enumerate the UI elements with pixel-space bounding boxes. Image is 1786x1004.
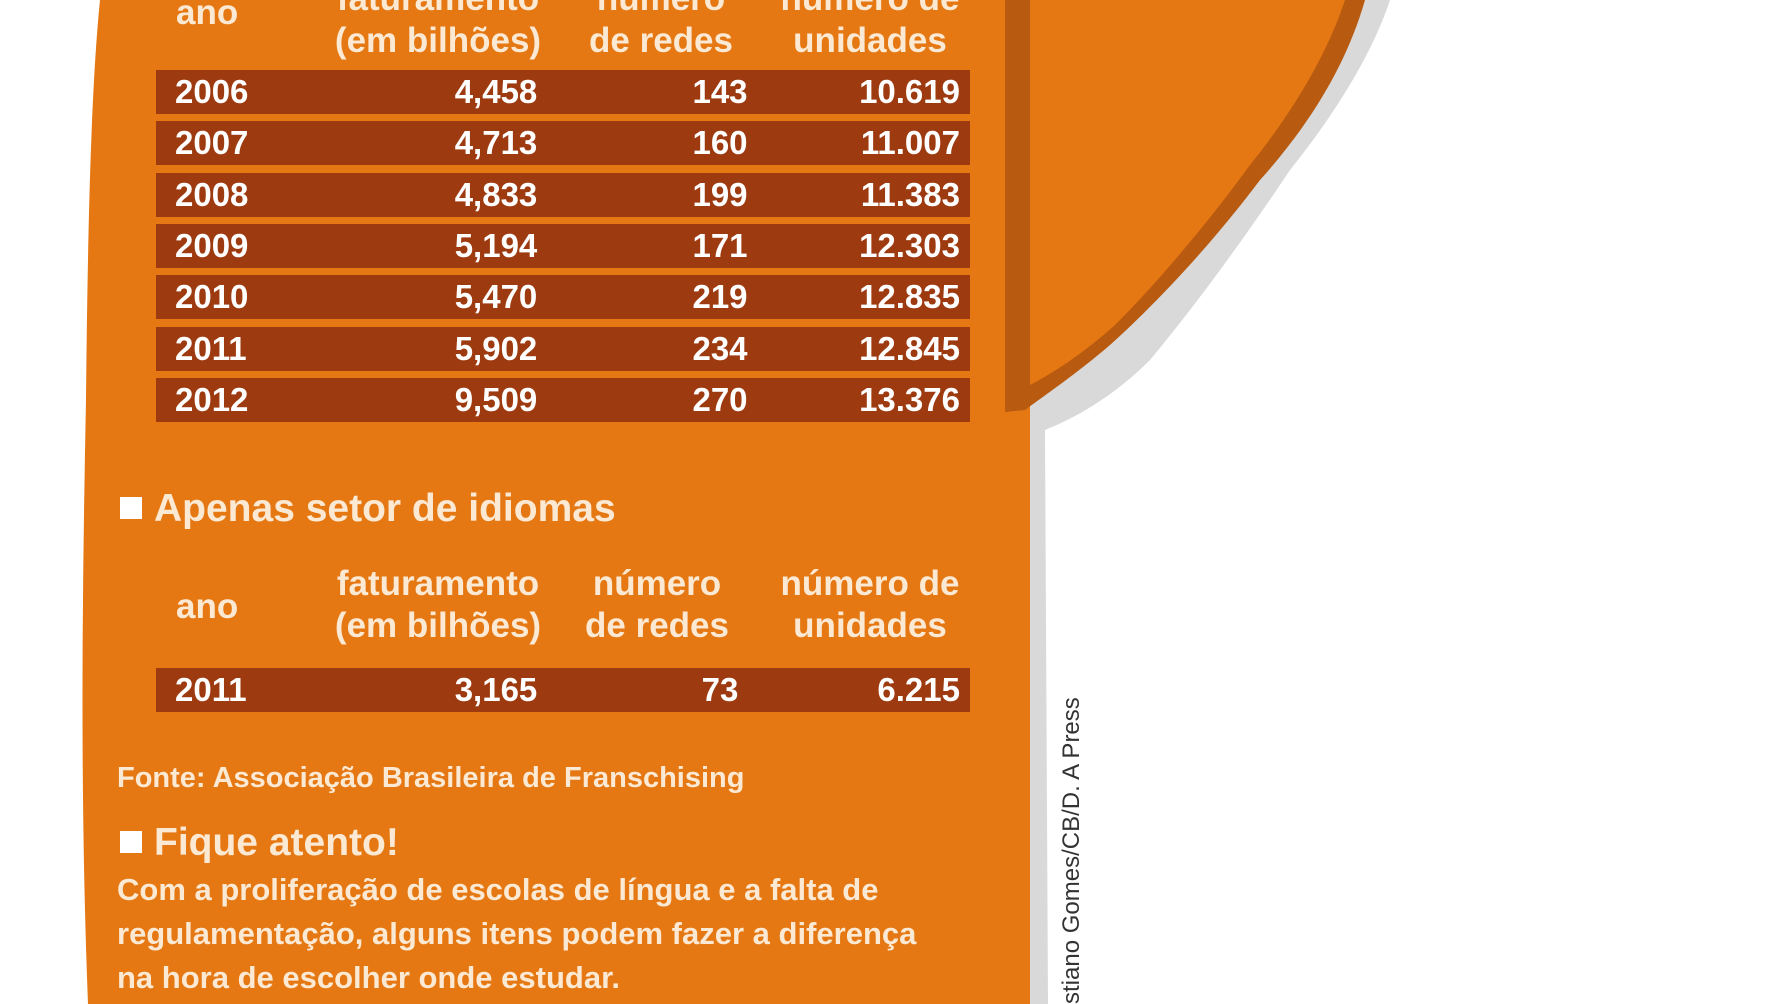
header-redes-line1: número xyxy=(589,0,733,20)
idiomas-header-faturamento: faturamento (em bilhões) xyxy=(335,563,541,647)
idiomas-table-row-2011: 2011 3,165 73 6.215 xyxy=(156,668,970,712)
tip-title-text: Fique atento! xyxy=(154,821,399,864)
cell-unidades: 12.835 xyxy=(859,278,960,315)
cell-redes: 219 xyxy=(692,278,748,315)
section-idiomas-title: Apenas setor de idiomas xyxy=(120,486,616,532)
header-redes: número de redes xyxy=(589,0,733,62)
header-unidades-line1: número de xyxy=(781,0,960,20)
photo-credit: stiano Gomes/CB/D. A Press xyxy=(1058,697,1085,1004)
cell-faturamento: 3,165 xyxy=(454,671,538,708)
cell-redes: 234 xyxy=(692,330,748,367)
section-idiomas-title-text: Apenas setor de idiomas xyxy=(154,487,616,530)
cell-ano: 2009 xyxy=(175,227,249,264)
table-row-2012: 2012 9,509 270 13.376 xyxy=(156,378,970,422)
cell-unidades: 11.007 xyxy=(860,124,960,161)
cell-faturamento: 9,509 xyxy=(454,381,538,418)
cell-redes: 270 xyxy=(692,381,748,418)
curl-highlight xyxy=(1030,0,1345,385)
cell-ano: 2012 xyxy=(175,381,249,418)
cell-ano: 2010 xyxy=(175,278,249,315)
table-row-2007: 2007 4,713 160 11.007 xyxy=(156,121,970,165)
idiomas-header-unidades-line1: número de xyxy=(780,564,960,603)
cell-unidades: 13.376 xyxy=(859,381,960,418)
cell-ano: 2011 xyxy=(175,671,247,708)
cell-unidades: 6.215 xyxy=(877,671,960,708)
square-bullet-icon xyxy=(120,497,142,519)
idiomas-header-ano-label: ano xyxy=(176,587,239,626)
header-redes-line2: de redes xyxy=(589,21,733,60)
cell-ano: 2008 xyxy=(175,176,249,213)
tip-line-1: Com a proliferação de escolas de língua … xyxy=(117,872,879,907)
header-ano-label: ano xyxy=(176,0,239,32)
header-unidades-line2: unidades xyxy=(793,21,947,60)
cell-ano: 2011 xyxy=(175,330,247,367)
idiomas-header-redes: número de redes xyxy=(585,563,729,647)
cell-redes: 160 xyxy=(692,124,748,161)
cell-redes: 143 xyxy=(692,73,748,110)
cell-faturamento: 5,470 xyxy=(454,278,538,315)
idiomas-header-redes-line2: de redes xyxy=(585,606,729,645)
header-faturamento-line2: (em bilhões) xyxy=(334,21,542,60)
table-row-2009: 2009 5,194 171 12.303 xyxy=(156,224,970,268)
idiomas-header-faturamento-line1: faturamento xyxy=(336,564,540,603)
cell-unidades: 11.383 xyxy=(860,176,960,213)
table-row-2008: 2008 4,833 199 11.383 xyxy=(156,173,970,217)
idiomas-header-faturamento-line2: (em bilhões) xyxy=(334,606,542,645)
cell-unidades: 12.845 xyxy=(859,330,960,367)
source-note: Fonte: Associação Brasileira de Franschi… xyxy=(117,762,745,794)
idiomas-header-redes-line1: número xyxy=(592,564,722,603)
tip-title: Fique atento! xyxy=(120,820,399,866)
cell-faturamento: 4,713 xyxy=(454,124,538,161)
header-faturamento-line1: faturamento xyxy=(335,0,541,20)
cell-ano: 2007 xyxy=(175,124,249,161)
tip-line-2: regulamentação, alguns itens podem fazer… xyxy=(117,916,917,951)
cell-ano: 2006 xyxy=(175,73,249,110)
idiomas-header-unidades-line2: unidades xyxy=(793,606,947,645)
idiomas-header-ano: ano xyxy=(176,586,238,628)
cell-faturamento: 5,902 xyxy=(454,330,538,367)
tip-paragraph: Com a proliferação de escolas de língua … xyxy=(117,868,927,1000)
table-row-2006: 2006 4,458 143 10.619 xyxy=(156,70,970,114)
table-row-2010: 2010 5,470 219 12.835 xyxy=(156,275,970,319)
cell-redes: 73 xyxy=(701,671,739,708)
table-row-2011: 2011 5,902 234 12.845 xyxy=(156,327,970,371)
square-bullet-icon xyxy=(120,831,142,853)
header-ano: ano xyxy=(176,0,238,34)
cell-redes: 199 xyxy=(692,176,748,213)
cell-faturamento: 5,194 xyxy=(454,227,538,264)
cell-redes: 171 xyxy=(692,227,748,264)
cell-faturamento: 4,458 xyxy=(454,73,538,110)
cell-unidades: 12.303 xyxy=(859,227,960,264)
idiomas-header-unidades: número de unidades xyxy=(781,563,960,647)
cell-faturamento: 4,833 xyxy=(454,176,538,213)
header-faturamento: faturamento (em bilhões) xyxy=(335,0,541,62)
cell-unidades: 10.619 xyxy=(859,73,960,110)
tip-line-3: na hora de escolher onde estudar. xyxy=(117,960,621,995)
header-unidades: número de unidades xyxy=(781,0,960,62)
